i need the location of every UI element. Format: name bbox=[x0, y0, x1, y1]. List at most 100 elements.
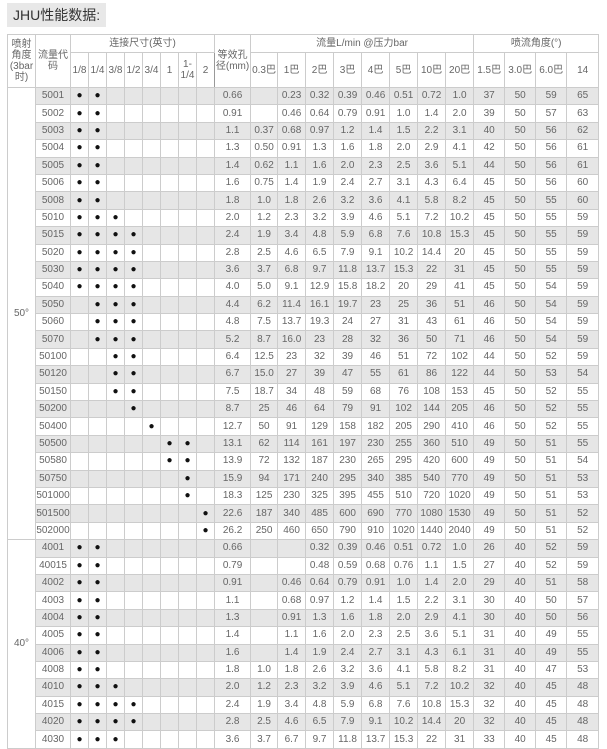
spray-angle-value: 45 bbox=[473, 278, 506, 297]
connection-cell bbox=[178, 260, 197, 280]
connection-cell bbox=[142, 608, 161, 628]
connection-dot-icon: ● bbox=[112, 211, 119, 223]
connection-cell bbox=[70, 365, 89, 384]
connection-dot-icon: ● bbox=[76, 716, 83, 728]
flow-value: 395 bbox=[333, 486, 363, 506]
connection-cell: ● bbox=[70, 626, 89, 645]
connection-cell bbox=[195, 713, 216, 732]
flow-value: 32 bbox=[361, 330, 391, 349]
connection-cell bbox=[106, 626, 125, 645]
spray-angle-value: 40 bbox=[504, 539, 537, 558]
connection-dot-icon: ● bbox=[76, 629, 83, 641]
flow-value: 2.0 bbox=[333, 156, 363, 175]
connection-cell: ● bbox=[195, 504, 216, 523]
flow-value: 15.3 bbox=[389, 730, 419, 749]
spray-angle-value: 48 bbox=[566, 730, 600, 749]
flow-value: 385 bbox=[389, 469, 419, 488]
connection-cell: ● bbox=[178, 486, 197, 506]
flow-value: 0.46 bbox=[277, 104, 307, 123]
connection-cell: ● bbox=[70, 573, 89, 593]
orifice-value: 1.3 bbox=[214, 608, 252, 628]
spray-angle-value: 49 bbox=[535, 626, 568, 645]
spray-angle-value: 53 bbox=[566, 486, 600, 506]
flow-code: 5006 bbox=[35, 173, 71, 193]
flow-value: 4.6 bbox=[277, 713, 307, 732]
flow-value: 27 bbox=[361, 313, 391, 332]
table-row: 50100 ● ● 6.4 12.5 23 32 39 46 51 72 102 44 50 52 59 bbox=[8, 347, 600, 367]
spray-angle-value: 50 bbox=[504, 313, 537, 332]
connection-cell bbox=[160, 208, 179, 228]
spray-angle-value: 59 bbox=[566, 226, 600, 245]
connection-cell bbox=[124, 573, 143, 593]
flow-value: 770 bbox=[389, 504, 419, 523]
flow-value: 1.1 bbox=[277, 626, 307, 645]
connection-cell bbox=[106, 400, 125, 419]
connection-cell bbox=[142, 591, 161, 610]
flow-value: 1.0 bbox=[389, 104, 419, 123]
orifice-value: 22.6 bbox=[214, 504, 252, 523]
flow-value: 2.4 bbox=[333, 643, 363, 662]
connection-cell: ● bbox=[88, 678, 107, 697]
connection-dot-icon: ● bbox=[130, 281, 137, 293]
flow-value: 36 bbox=[417, 295, 447, 315]
connection-cell bbox=[88, 434, 107, 454]
spray-angle-value: 50 bbox=[504, 504, 537, 523]
connection-dot-icon: ● bbox=[202, 524, 209, 536]
connection-dot-icon: ● bbox=[112, 733, 119, 745]
orifice-value: 4.4 bbox=[214, 295, 252, 315]
connection-cell bbox=[160, 139, 179, 158]
connection-cell bbox=[88, 469, 107, 488]
connection-cell bbox=[124, 504, 143, 523]
flow-value: 0.62 bbox=[250, 156, 279, 175]
connection-dot-icon: ● bbox=[76, 733, 83, 745]
connection-cell bbox=[142, 382, 161, 402]
flow-value: 1.5 bbox=[389, 591, 419, 610]
flow-code: 4004 bbox=[35, 608, 71, 628]
connection-dot-icon: ● bbox=[76, 177, 83, 189]
orifice-value: 1.6 bbox=[214, 643, 252, 662]
connection-cell bbox=[195, 365, 216, 384]
flow-value: 51 bbox=[389, 347, 419, 367]
spray-angle-value: 40 bbox=[504, 678, 537, 697]
connection-cell bbox=[70, 313, 89, 332]
connection-cell bbox=[124, 626, 143, 645]
connection-cell bbox=[178, 139, 197, 158]
flow-value: 187 bbox=[250, 504, 279, 523]
connection-cell bbox=[70, 486, 89, 506]
flow-code: 50150 bbox=[35, 382, 71, 402]
connection-cell: ● bbox=[106, 278, 125, 297]
spray-angle-value: 55 bbox=[535, 260, 568, 280]
flow-value bbox=[250, 643, 279, 662]
flow-value: 4.8 bbox=[305, 226, 335, 245]
connection-cell bbox=[124, 469, 143, 488]
flow-value: 1530 bbox=[445, 504, 475, 523]
spray-angle-value: 54 bbox=[535, 278, 568, 297]
flow-value: 0.76 bbox=[389, 556, 419, 575]
connection-cell bbox=[160, 713, 179, 732]
connection-cell: ● bbox=[106, 678, 125, 697]
spray-angle-value: 59 bbox=[566, 208, 600, 228]
flow-value: 230 bbox=[277, 486, 307, 506]
flow-value: 340 bbox=[277, 504, 307, 523]
orifice-value: 1.8 bbox=[214, 191, 252, 210]
connection-cell bbox=[106, 573, 125, 593]
flow-value: 108 bbox=[417, 382, 447, 402]
connection-dot-icon: ● bbox=[94, 646, 101, 658]
connection-cell bbox=[160, 469, 179, 488]
flow-value: 7.2 bbox=[417, 208, 447, 228]
connection-dot-icon: ● bbox=[130, 368, 137, 380]
connection-dot-icon: ● bbox=[94, 577, 101, 589]
flow-value: 5.8 bbox=[417, 660, 447, 680]
flow-value: 290 bbox=[417, 417, 447, 436]
flow-value: 31 bbox=[389, 313, 419, 332]
spray-angle-value: 63 bbox=[566, 104, 600, 123]
spray-angle-value: 52 bbox=[566, 521, 600, 541]
connection-dot-icon: ● bbox=[94, 594, 101, 606]
table-row: 5002 ● ● 0.91 0.46 0.64 0.79 0.91 1.0 1.4 2.0 39 50 5… bbox=[8, 104, 600, 123]
flow-code: 50750 bbox=[35, 469, 71, 488]
connection-cell: ● bbox=[88, 295, 107, 315]
flow-value: 1.4 bbox=[361, 121, 391, 141]
flow-value: 62 bbox=[250, 434, 279, 454]
connection-cell bbox=[160, 730, 179, 749]
connection-cell bbox=[106, 539, 125, 558]
